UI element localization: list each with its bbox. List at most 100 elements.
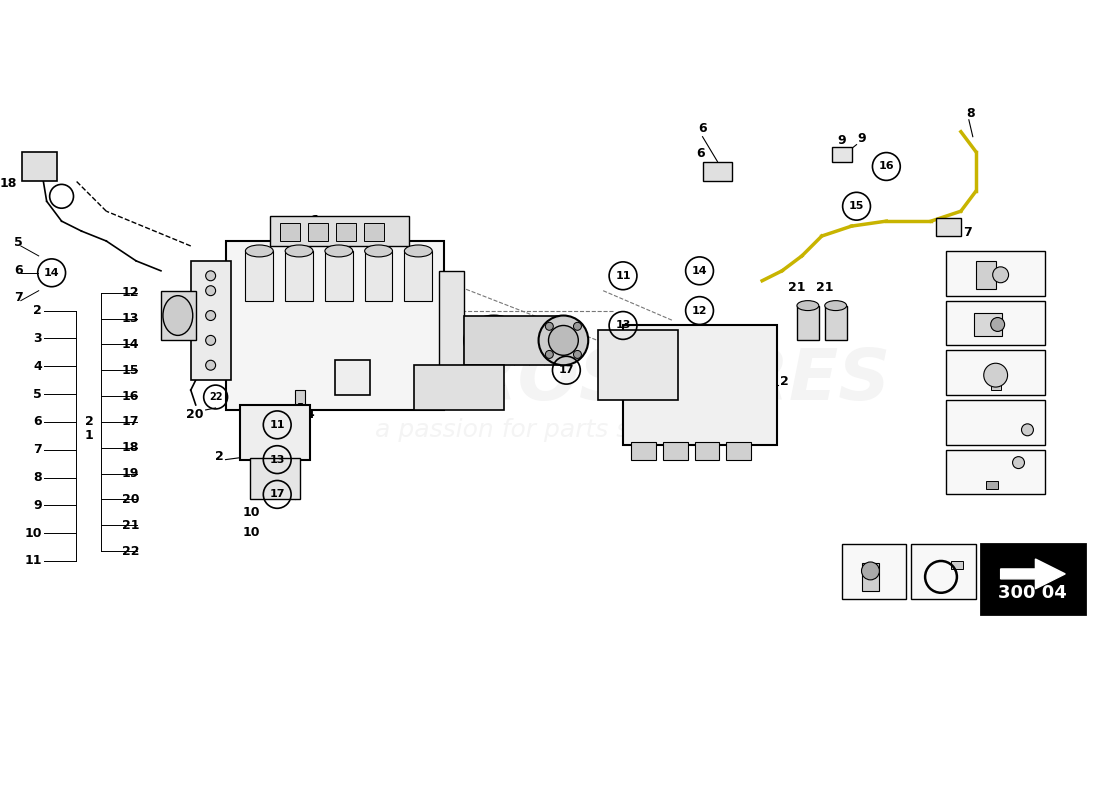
- Bar: [986, 482, 998, 490]
- Text: 1: 1: [85, 430, 94, 442]
- Ellipse shape: [825, 301, 847, 310]
- Bar: [861, 563, 879, 590]
- Bar: [439, 271, 464, 370]
- Text: 2: 2: [85, 415, 94, 428]
- Text: 18: 18: [122, 441, 139, 454]
- Text: a passion for parts since 1986: a passion for parts since 1986: [374, 418, 752, 442]
- Text: 9: 9: [837, 134, 846, 146]
- Text: 5: 5: [33, 387, 42, 401]
- Bar: [298, 403, 302, 415]
- Text: 10: 10: [24, 526, 42, 540]
- Text: EUROSPARES: EUROSPARES: [355, 346, 891, 414]
- Ellipse shape: [796, 301, 818, 310]
- Bar: [308, 223, 328, 241]
- Text: 8: 8: [33, 471, 42, 484]
- Text: 1: 1: [310, 214, 320, 228]
- Text: 12: 12: [692, 306, 707, 315]
- Text: 14: 14: [44, 268, 59, 278]
- Text: 9: 9: [857, 132, 866, 145]
- Text: 17: 17: [559, 365, 574, 375]
- Bar: [245, 251, 273, 301]
- Bar: [796, 306, 818, 340]
- Text: 5: 5: [14, 236, 23, 249]
- Text: 17: 17: [122, 415, 139, 428]
- Bar: [981, 544, 1085, 614]
- Text: 21: 21: [122, 518, 139, 532]
- Circle shape: [546, 350, 553, 358]
- Bar: [946, 251, 1045, 296]
- Text: 22: 22: [122, 545, 139, 558]
- Bar: [703, 162, 733, 182]
- Bar: [598, 330, 678, 400]
- Text: 10: 10: [242, 506, 260, 519]
- Text: 7: 7: [33, 443, 42, 456]
- Text: 15: 15: [954, 317, 971, 330]
- Text: 13: 13: [270, 454, 285, 465]
- Circle shape: [992, 267, 1009, 282]
- Text: 6: 6: [698, 122, 707, 134]
- Text: 11: 11: [954, 466, 971, 479]
- Ellipse shape: [405, 245, 432, 257]
- Text: 6: 6: [33, 415, 42, 428]
- Text: 19: 19: [122, 467, 139, 480]
- Circle shape: [549, 326, 579, 355]
- Bar: [280, 223, 300, 241]
- Text: 16: 16: [122, 390, 139, 402]
- Bar: [22, 151, 56, 182]
- Ellipse shape: [163, 296, 192, 335]
- Bar: [911, 544, 976, 598]
- Text: 22: 22: [848, 544, 865, 557]
- Bar: [241, 405, 310, 460]
- Circle shape: [206, 310, 216, 321]
- Text: 15: 15: [849, 202, 865, 211]
- Text: 13: 13: [122, 312, 139, 325]
- Bar: [974, 313, 1002, 337]
- Text: 15: 15: [122, 364, 139, 377]
- Text: 2: 2: [780, 375, 789, 388]
- Text: 11: 11: [24, 554, 42, 567]
- Text: 7: 7: [14, 290, 23, 304]
- Text: 2: 2: [33, 304, 42, 317]
- Circle shape: [1022, 424, 1033, 436]
- Circle shape: [1013, 457, 1024, 469]
- Text: 14: 14: [692, 266, 707, 276]
- Bar: [295, 390, 305, 405]
- Bar: [936, 218, 961, 236]
- Ellipse shape: [464, 315, 524, 366]
- Ellipse shape: [365, 245, 393, 257]
- Text: 13: 13: [954, 416, 971, 430]
- Bar: [464, 315, 563, 366]
- Bar: [405, 251, 432, 301]
- Circle shape: [573, 350, 582, 358]
- Bar: [946, 450, 1045, 494]
- Text: 11: 11: [270, 420, 285, 430]
- Text: 19: 19: [663, 395, 680, 408]
- Bar: [976, 261, 996, 289]
- Bar: [226, 241, 444, 410]
- Bar: [946, 350, 1045, 395]
- Bar: [825, 306, 847, 340]
- Text: 7: 7: [962, 226, 971, 239]
- Text: 2: 2: [214, 450, 223, 462]
- Bar: [336, 223, 355, 241]
- Circle shape: [206, 271, 216, 281]
- Text: 4: 4: [305, 408, 314, 421]
- Bar: [726, 442, 751, 460]
- Circle shape: [206, 360, 216, 370]
- Text: 300 04: 300 04: [998, 584, 1067, 602]
- Text: 20: 20: [186, 408, 204, 421]
- Text: 9: 9: [33, 499, 42, 512]
- Text: 18: 18: [0, 177, 16, 190]
- Ellipse shape: [285, 245, 314, 257]
- Ellipse shape: [324, 245, 353, 257]
- Bar: [415, 366, 504, 410]
- Text: 3: 3: [33, 332, 42, 345]
- Bar: [832, 146, 851, 162]
- Bar: [285, 251, 314, 301]
- Circle shape: [991, 318, 1004, 331]
- Text: 16: 16: [954, 267, 971, 280]
- Ellipse shape: [539, 315, 588, 366]
- Circle shape: [546, 322, 553, 330]
- Text: 3: 3: [373, 350, 382, 363]
- Text: 4: 4: [33, 360, 42, 373]
